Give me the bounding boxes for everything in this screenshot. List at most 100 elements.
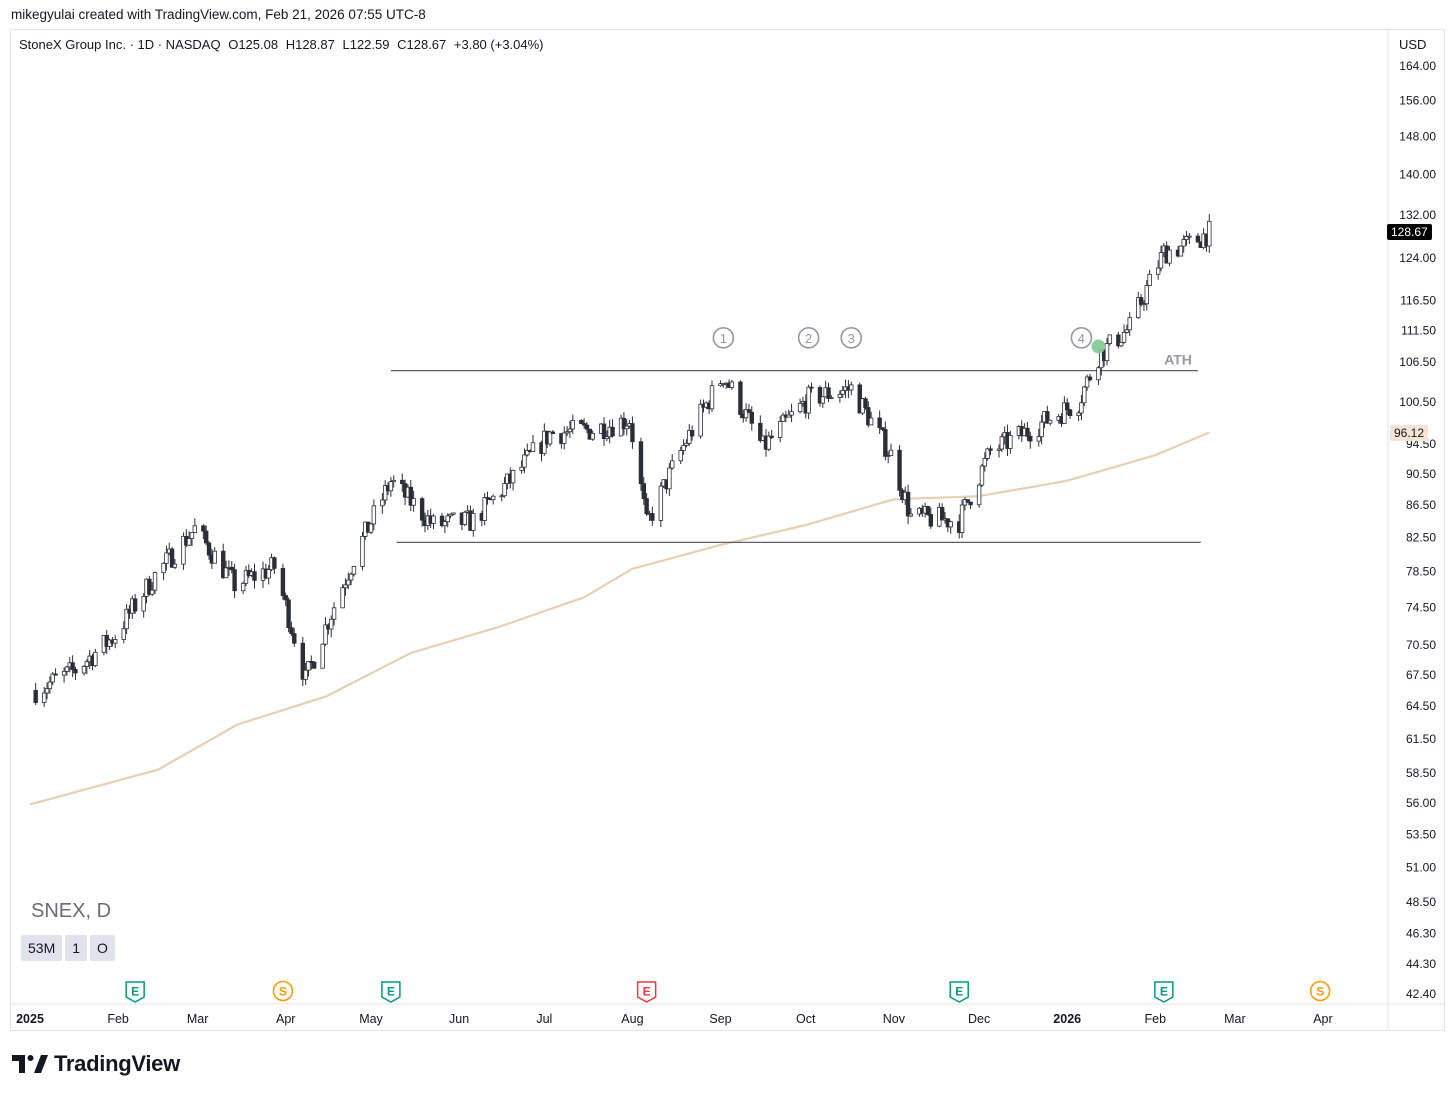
ohlc-chip[interactable]: O — [90, 935, 115, 961]
candle-down — [147, 578, 152, 595]
moving-average-line — [29, 431, 1210, 806]
x-tick-label: May — [359, 1012, 383, 1026]
x-tick-label: Jul — [536, 1012, 552, 1026]
y-tick-label: 42.40 — [1406, 987, 1436, 1001]
candle-down — [968, 501, 973, 506]
x-tick-label: Mar — [1224, 1012, 1246, 1026]
candle-up — [161, 562, 166, 574]
candle-up — [388, 481, 394, 492]
candle-up — [471, 513, 476, 531]
candle-up — [448, 513, 453, 517]
candle-down — [579, 420, 584, 424]
candle-down — [641, 483, 646, 499]
candle-up — [84, 661, 90, 667]
earnings-event-icon — [949, 981, 969, 1003]
symbol-watermark: SNEX, D — [31, 900, 112, 922]
candle-up — [442, 521, 448, 527]
currency-button[interactable]: USD — [1399, 37, 1427, 52]
candle-up — [522, 454, 527, 468]
legend-high: H128.87 — [285, 37, 335, 52]
candle-down — [746, 409, 752, 413]
candle-up — [1104, 343, 1110, 361]
candle-up — [684, 442, 689, 446]
candle-up — [93, 651, 98, 667]
interval-chip[interactable]: 1 — [65, 935, 88, 961]
volume-chip[interactable]: 53M — [21, 935, 63, 961]
y-tick-label: 44.30 — [1406, 957, 1436, 971]
candle-up — [113, 639, 118, 644]
candle-up — [985, 448, 990, 459]
candle-down — [883, 429, 888, 457]
candle-down — [877, 417, 882, 429]
tradingview-logo-icon — [12, 1055, 48, 1073]
candle-up — [1155, 267, 1161, 275]
legend-symbol: StoneX Group Inc. · 1D · NASDAQ — [19, 37, 221, 52]
candle-up — [482, 497, 487, 521]
touch-marker-label: 3 — [848, 331, 855, 346]
candle-up — [1187, 235, 1192, 238]
candle-down — [485, 497, 490, 499]
y-tick-label: 100.50 — [1399, 395, 1436, 409]
candle-up — [547, 431, 553, 445]
candle-down — [965, 499, 970, 503]
earnings-event-icon — [1154, 981, 1174, 1003]
candle-down — [221, 550, 226, 579]
y-tick-label: 74.50 — [1406, 600, 1436, 614]
candle-down — [988, 448, 993, 451]
candle-up — [829, 397, 834, 399]
candle-down — [1028, 435, 1033, 442]
touch-marker-label: 4 — [1078, 331, 1085, 346]
candle-up — [431, 515, 436, 524]
candle-down — [132, 598, 138, 612]
candle-up — [462, 511, 467, 525]
y-tick-label: 51.00 — [1406, 860, 1436, 874]
candle-up — [329, 618, 334, 630]
x-tick-label: Oct — [796, 1012, 816, 1026]
candle-up — [1107, 334, 1113, 344]
candle-up — [519, 466, 524, 471]
candle-down — [1067, 409, 1073, 416]
candle-up — [667, 467, 672, 490]
candle-up — [1036, 436, 1041, 442]
candle-down — [897, 449, 902, 491]
candle-up — [1181, 239, 1186, 247]
candle-up — [778, 421, 783, 438]
candle-down — [1065, 402, 1070, 411]
candle-up — [266, 569, 271, 579]
candle-up — [1178, 245, 1184, 257]
candle-up — [149, 589, 155, 595]
candle-down — [53, 673, 58, 676]
candle-down — [272, 557, 277, 569]
candle-up — [604, 436, 610, 440]
candle-up — [172, 563, 178, 568]
legend-change: +3.80 (+3.04%) — [453, 37, 544, 52]
candle-up — [323, 624, 328, 645]
split-event-icon — [272, 980, 294, 1002]
chart-legend: StoneX Group Inc. · 1D · NASDAQ O125.08 … — [19, 37, 548, 52]
tradingview-logo: TradingView — [12, 1051, 180, 1077]
candle-down — [638, 441, 644, 485]
y-tick-label: 56.00 — [1406, 796, 1436, 810]
candle-down — [644, 498, 649, 515]
candle-up — [346, 579, 351, 586]
touch-marker-label: 2 — [805, 331, 812, 346]
candle-down — [905, 491, 911, 517]
candle-up — [490, 495, 496, 501]
breakout-signal-dot — [1091, 339, 1106, 354]
candle-up — [368, 523, 374, 533]
candle-up — [567, 428, 573, 433]
candle-down — [621, 417, 627, 430]
candle-down — [439, 515, 445, 527]
candle-up — [976, 484, 982, 506]
candle-up — [212, 550, 217, 564]
candle-down — [408, 486, 413, 506]
candle-up — [1096, 367, 1101, 381]
candle-up — [50, 673, 55, 683]
candle-down — [749, 411, 754, 424]
split-event-icon — [1309, 980, 1331, 1002]
candle-down — [252, 571, 257, 581]
chart-frame[interactable] — [10, 29, 1445, 1031]
candle-up — [320, 643, 325, 669]
candle-down — [419, 498, 425, 521]
